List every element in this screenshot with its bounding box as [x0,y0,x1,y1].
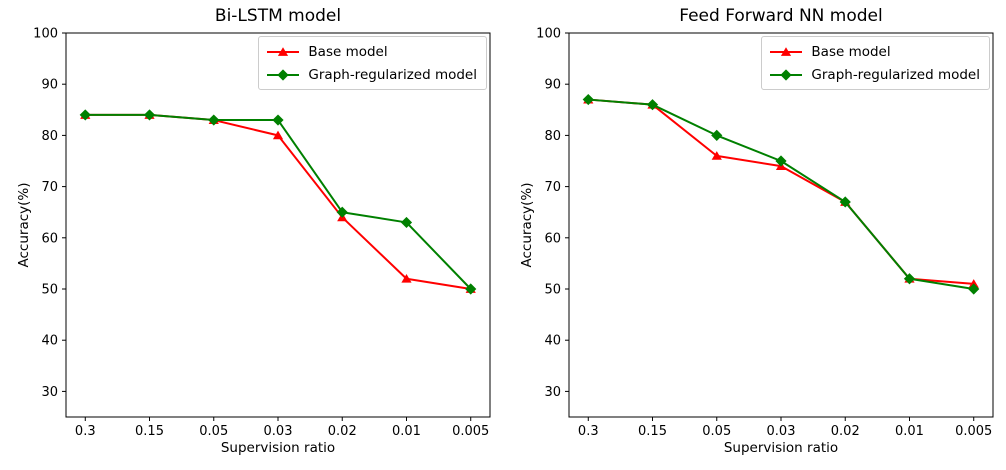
y-tick-label: 100 [536,27,561,42]
y-tick-label: 80 [41,129,58,144]
plot-area-feed-forward-nn: 30 40 50 60 70 80 90 100 0.3 0.15 0.05 0.03 0.02 0.01… [536,27,994,439]
data-point-diamond-0.005 [465,283,477,295]
axes-spines [568,32,994,418]
y-tick-label: 80 [544,129,561,144]
data-point-triangle-0.05 [711,151,722,160]
y-tick-label: 40 [41,334,58,349]
triangle-icon [278,46,289,56]
y-tick-label: 60 [41,231,58,246]
chart-title: Feed Forward NN model [679,6,883,26]
triangle-icon [781,46,792,56]
x-tick-label: 0.02 [831,424,860,439]
data-point-diamond-0.3 [79,109,91,121]
y-axis-label: Accuracy(%) [16,182,32,268]
legend-label-base-model: Base model [308,43,388,60]
series-line-graph-regularized-model [587,98,975,290]
x-tick-label: 0.01 [895,424,924,439]
data-point-diamond-0.05 [208,114,220,126]
legend-item-graph-regularized: Graph-regularized model [266,64,477,85]
series-line-base-model [84,113,472,290]
y-tick-label: 30 [544,385,561,400]
y-tick-label: 50 [544,283,561,298]
y-tick-label: 90 [544,78,561,93]
y-tick-label: 60 [544,231,561,246]
legend-swatch-base-model [267,46,300,56]
x-tick-label: 0.03 [264,424,293,439]
y-axis-label: Accuracy(%) [519,182,535,268]
y-tick-label: 70 [41,180,58,195]
y-tick-label: 90 [41,78,58,93]
x-tick-label: 0.02 [328,424,357,439]
x-tick-label: 0.3 [578,424,599,439]
x-tick-label: 0.15 [135,424,164,439]
legend-swatch-base-model [770,46,803,56]
y-tick-label: 100 [33,27,58,42]
data-point-diamond-0.01 [400,216,413,229]
legend-item-base-model: Base model [769,41,980,62]
x-tick-label: 0.03 [767,424,796,439]
legend-label-graph-regularized: Graph-regularized model [308,66,477,83]
chart-feed-forward-nn: 30 40 50 60 70 80 90 100 0.3 0.15 0.05 0.03 0.02 0.01… [503,0,1006,470]
legend-swatch-graph-regularized [770,68,803,81]
x-axis-label: Supervision ratio [723,440,839,456]
x-tick-label: 0.005 [452,424,489,439]
x-tick-label: 0.3 [75,424,96,439]
axes-spines [65,32,491,418]
y-tick-label: 30 [41,385,58,400]
x-tick-label: 0.15 [638,424,667,439]
legend-item-base-model: Base model [266,41,477,62]
diamond-icon [277,68,290,81]
x-tick-label: 0.05 [702,424,731,439]
plot-area-bi-lstm: 30 40 50 60 70 80 90 100 0.3 0.15 0.05 0.03 0.02 0.01… [33,27,491,439]
data-point-diamond-0.005 [968,283,980,295]
legend-swatch-graph-regularized [267,68,300,81]
legend: Base model Graph-regularized model [761,36,990,90]
y-tick-label: 70 [544,180,561,195]
legend-label-graph-regularized: Graph-regularized model [811,66,980,83]
x-tick-label: 0.05 [199,424,228,439]
x-axis-label: Supervision ratio [220,440,336,456]
x-tick-label: 0.01 [392,424,421,439]
diamond-icon [780,68,793,81]
legend-item-graph-regularized: Graph-regularized model [769,64,980,85]
data-point-diamond-0.02 [336,206,348,218]
data-point-diamond-0.02 [839,196,851,208]
legend-label-base-model: Base model [811,43,891,60]
data-point-diamond-0.3 [582,93,594,106]
data-point-triangle-0.03 [272,130,284,140]
data-point-diamond-0.01 [903,273,916,285]
data-point-diamond-0.15 [646,99,659,111]
series-line-base-model [587,98,975,285]
data-point-diamond-0.15 [143,109,156,121]
chart-bi-lstm: 30 40 50 60 70 80 90 100 0.3 0.15 0.05 0.03 0.02 0.01… [16,6,491,456]
data-point-triangle-0.01 [401,273,412,283]
data-point-diamond-0.05 [711,129,723,141]
y-tick-label: 50 [41,283,58,298]
series-line-graph-regularized-model [84,113,472,290]
data-point-diamond-0.03 [775,155,787,167]
legend: Base model Graph-regularized model [258,36,487,90]
chart-title: Bi-LSTM model [214,6,342,26]
x-tick-label: 0.005 [955,424,992,439]
data-point-diamond-0.03 [272,114,284,126]
y-tick-label: 40 [544,334,561,349]
